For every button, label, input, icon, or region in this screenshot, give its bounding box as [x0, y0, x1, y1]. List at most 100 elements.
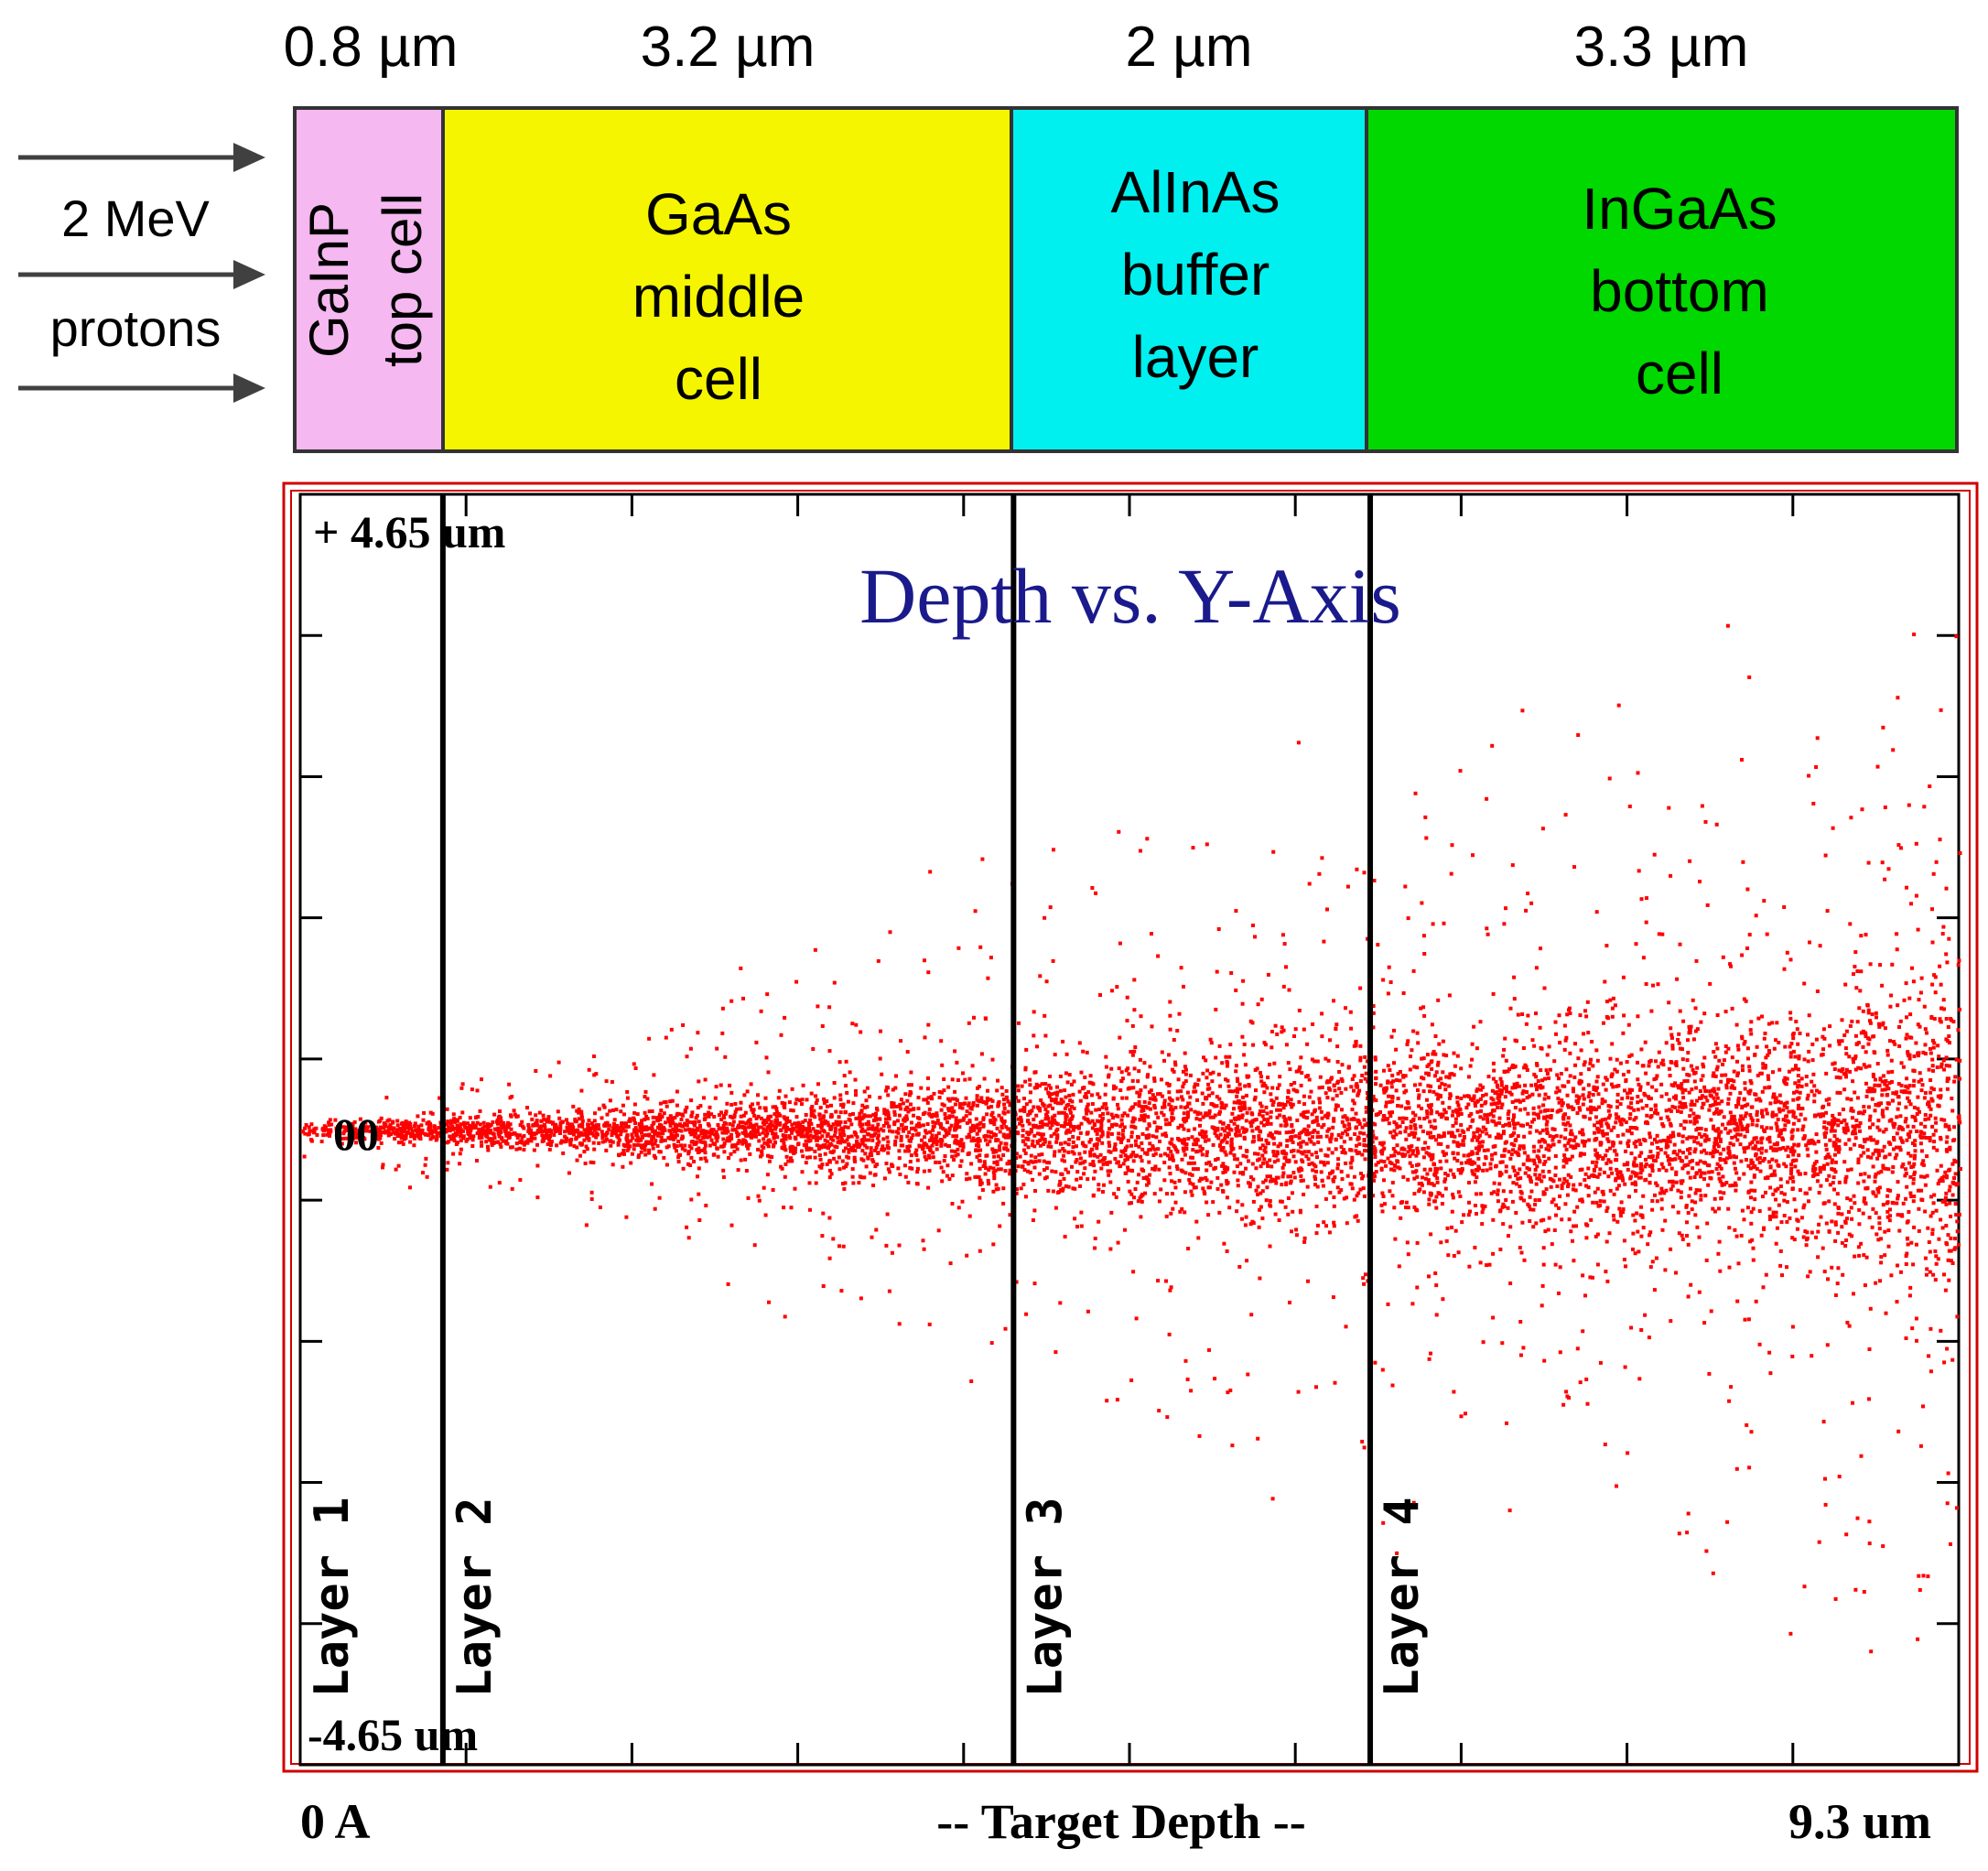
scatter-point: [1911, 1084, 1916, 1088]
scatter-point: [1337, 1087, 1342, 1091]
scatter-point: [1573, 1145, 1578, 1150]
scatter-point: [1221, 1171, 1226, 1174]
scatter-point: [414, 1133, 418, 1138]
scatter-point: [1786, 1145, 1790, 1150]
scatter-point: [1196, 1077, 1201, 1082]
scatter-point: [1818, 1170, 1822, 1174]
scatter-point: [1716, 1087, 1721, 1091]
scatter-point: [1748, 1078, 1753, 1083]
scatter-point: [1062, 1124, 1066, 1129]
scatter-point: [1726, 1130, 1731, 1135]
scatter-point: [1913, 1170, 1917, 1174]
scatter-point: [1452, 1051, 1456, 1055]
scatter-point: [1728, 1141, 1733, 1146]
scatter-point: [1772, 1142, 1777, 1147]
scatter-point: [1427, 1202, 1432, 1206]
scatter-point: [1286, 1212, 1291, 1217]
scatter-point: [848, 1148, 851, 1152]
scatter-point: [696, 1136, 700, 1141]
scatter-point: [1476, 1156, 1481, 1161]
scatter-point: [1617, 1206, 1622, 1211]
scatter-point: [1250, 1129, 1255, 1133]
scatter-point: [395, 1119, 400, 1123]
scatter-point: [1626, 1096, 1630, 1100]
scatter-point: [1518, 1184, 1522, 1189]
scatter-point: [1103, 1083, 1107, 1087]
scatter-point: [1050, 1092, 1054, 1097]
scatter-point: [1488, 1162, 1493, 1166]
scatter-point: [1713, 1074, 1718, 1078]
scatter-point: [1944, 1055, 1949, 1060]
scatter-point: [1158, 1092, 1162, 1097]
scatter-point: [1889, 993, 1894, 998]
scatter-point: [1720, 1073, 1724, 1077]
scatter-point: [1830, 1219, 1834, 1224]
scatter-point: [1723, 1160, 1728, 1164]
scatter-point: [1137, 1099, 1141, 1104]
scatter-point: [1582, 1063, 1586, 1067]
scatter-point: [1475, 1088, 1479, 1093]
scatter-point: [1744, 1111, 1748, 1116]
scatter-point: [1790, 1033, 1795, 1037]
scatter-point: [1180, 1206, 1184, 1211]
scatter-point: [1151, 1166, 1155, 1171]
scatter-point: [1643, 1139, 1648, 1143]
scatter-point: [388, 1122, 393, 1127]
scatter-point: [1171, 1206, 1175, 1211]
scatter-point: [1864, 1094, 1869, 1098]
scatter-point: [1181, 1098, 1185, 1102]
scatter-point: [924, 1130, 929, 1135]
scatter-point: [1908, 1012, 1913, 1017]
scatter-point: [1712, 1087, 1716, 1091]
scatter-point: [1182, 1137, 1186, 1141]
scatter-point: [643, 1089, 648, 1094]
scatter-point: [1014, 1152, 1019, 1156]
scatter-point: [1738, 1132, 1743, 1137]
scatter-point: [1687, 1024, 1691, 1029]
scatter-point: [1183, 1067, 1188, 1072]
scatter-point: [1801, 1124, 1806, 1129]
scatter-point: [1228, 1151, 1233, 1155]
scatter-point: [619, 1132, 623, 1137]
scatter-point: [1513, 1139, 1518, 1143]
scatter-point: [588, 1131, 592, 1136]
scatter-point: [1201, 1071, 1205, 1076]
scatter-point: [1810, 1089, 1814, 1094]
scatter-point: [965, 1135, 969, 1140]
scatter-point: [462, 1122, 467, 1127]
scatter-point: [1859, 1031, 1864, 1035]
scatter-point: [1092, 1176, 1096, 1181]
scatter-point: [1802, 981, 1807, 986]
scatter-point: [1689, 1064, 1693, 1068]
scatter-point: [1241, 1095, 1245, 1099]
scatter-point: [362, 1137, 367, 1141]
scatter-point: [1260, 1189, 1265, 1194]
scatter-point: [1832, 1061, 1837, 1065]
scatter-point: [1120, 1113, 1125, 1118]
scatter-point: [1522, 1151, 1527, 1155]
scatter-point: [1261, 1081, 1266, 1086]
scatter-point: [668, 1099, 673, 1104]
scatter-point: [1512, 1169, 1517, 1173]
scatter-point: [890, 1101, 894, 1105]
scatter-point: [1731, 1142, 1735, 1147]
scatter-point: [1517, 1074, 1521, 1078]
scatter-point: [1294, 1069, 1299, 1074]
scatter-point: [1573, 1135, 1578, 1140]
scatter-point: [1853, 1054, 1858, 1058]
scatter-point: [1126, 1165, 1130, 1170]
scatter-point: [1853, 965, 1857, 968]
scatter-point: [1671, 1095, 1676, 1099]
scatter-point: [535, 1123, 539, 1128]
scatter-point: [1015, 1187, 1019, 1192]
scatter-point: [1875, 1156, 1880, 1161]
scatter-point: [1803, 1229, 1808, 1234]
scatter-point: [818, 1106, 823, 1110]
scatter-point: [1937, 1237, 1941, 1241]
scatter-point: [1701, 1062, 1705, 1066]
scatter-point: [1315, 1184, 1320, 1189]
scatter-point: [1787, 1119, 1791, 1124]
scatter-point: [1518, 1189, 1523, 1194]
scatter-point: [1873, 1077, 1877, 1082]
